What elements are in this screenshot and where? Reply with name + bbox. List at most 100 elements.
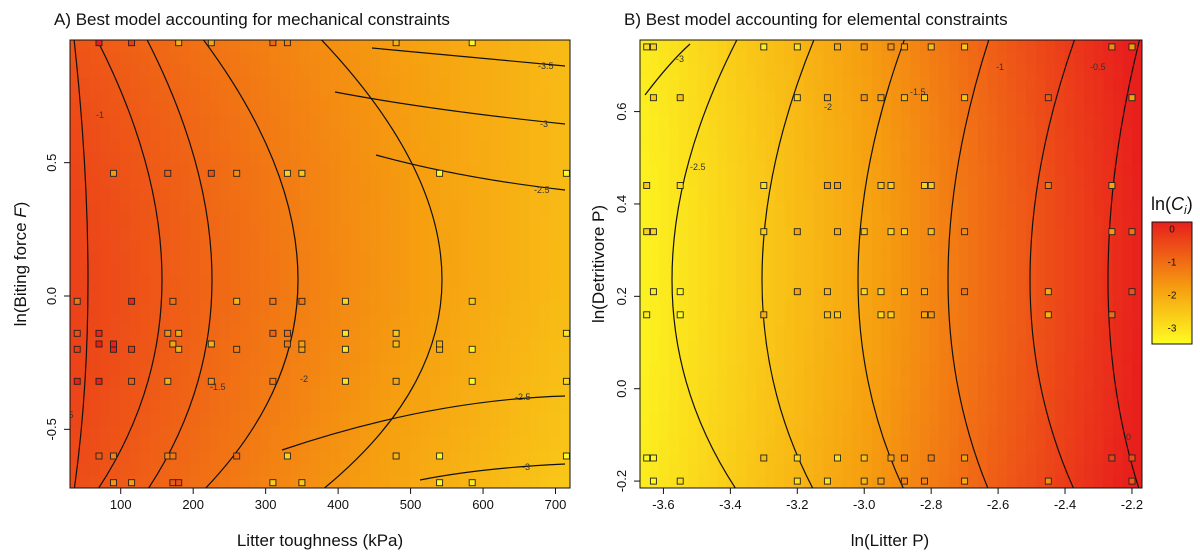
- heat-cell: [370, 463, 381, 477]
- heat-cell: [170, 351, 181, 365]
- heat-cell: [968, 139, 979, 153]
- heat-cell: [1074, 251, 1085, 265]
- heat-cell: [1035, 351, 1047, 365]
- heat-cell: [190, 239, 201, 253]
- heat-cell: [862, 388, 873, 402]
- heat-cell: [460, 164, 471, 178]
- heat-cell: [380, 226, 391, 240]
- heat-cell: [270, 313, 281, 327]
- data-point: [436, 340, 444, 348]
- heat-cell: [726, 164, 738, 178]
- heat-cell: [881, 450, 892, 464]
- heat-cell: [470, 288, 481, 302]
- heat-cell: [320, 475, 331, 488]
- heat-cell: [220, 189, 231, 203]
- heat-cell: [110, 264, 121, 278]
- heat-cell: [784, 363, 796, 377]
- heat-cell: [659, 276, 670, 290]
- heat-cell: [929, 413, 940, 427]
- heat-cell: [804, 77, 815, 91]
- heat-cell: [1045, 251, 1056, 265]
- heat-cell: [929, 301, 940, 315]
- heat-cell: [717, 413, 728, 427]
- heat-cell: [400, 288, 411, 302]
- heat-cell: [640, 201, 651, 215]
- heat-cell: [130, 450, 141, 464]
- heat-cell: [190, 189, 201, 203]
- heat-cell: [678, 463, 689, 477]
- heat-cell: [939, 77, 950, 91]
- heat-cell: [794, 388, 805, 402]
- heat-cell: [891, 326, 902, 340]
- heat-cell: [240, 114, 251, 128]
- heat-cell: [200, 450, 211, 464]
- heat-cell: [765, 413, 776, 427]
- heat-cell: [470, 400, 481, 414]
- heat-cell: [958, 438, 969, 452]
- heat-cell: [230, 139, 241, 153]
- heat-cell: [370, 52, 381, 66]
- heat-cell: [510, 52, 521, 66]
- heat-cell: [510, 152, 521, 166]
- heat-cell: [929, 288, 940, 302]
- heat-cell: [842, 77, 853, 91]
- heat-cell: [1113, 301, 1124, 315]
- heat-cell: [280, 139, 291, 153]
- data-point: [834, 228, 841, 236]
- heat-cell: [190, 363, 201, 377]
- heat-cell: [688, 450, 699, 464]
- heat-cell: [170, 438, 181, 452]
- heat-cell: [910, 139, 921, 153]
- heat-cell: [659, 376, 670, 390]
- heat-cell: [987, 313, 998, 327]
- heat-cell: [717, 152, 728, 166]
- heat-cell: [120, 425, 131, 439]
- heat-cell: [736, 326, 747, 340]
- heat-cell: [210, 351, 221, 365]
- heat-cell: [1084, 301, 1095, 315]
- x-tick-label: -2.4: [1054, 497, 1076, 512]
- heat-cell: [100, 189, 111, 203]
- heat-cell: [350, 264, 361, 278]
- heat-cell: [649, 52, 660, 66]
- heat-cell: [968, 264, 979, 278]
- heat-cell: [200, 114, 211, 128]
- heat-cell: [520, 288, 531, 302]
- heat-cell: [804, 326, 815, 340]
- heat-cell: [784, 89, 796, 103]
- heat-cell: [550, 164, 561, 178]
- heat-cell: [330, 326, 341, 340]
- heat-cell: [410, 226, 421, 240]
- heat-cell: [230, 201, 241, 215]
- heat-cell: [440, 102, 451, 116]
- heat-cell: [160, 89, 171, 103]
- heat-cell: [891, 338, 902, 352]
- heat-cell: [110, 400, 121, 414]
- heat-cell: [862, 152, 873, 166]
- heat-cell: [794, 264, 805, 278]
- heat-cell: [997, 438, 1008, 452]
- heat-cell: [470, 264, 481, 278]
- heat-cell: [717, 438, 728, 452]
- data-point: [1128, 94, 1136, 102]
- heat-cell: [842, 201, 853, 215]
- heat-cell: [1035, 77, 1047, 91]
- heat-cell: [280, 264, 291, 278]
- heat-cell: [1045, 139, 1056, 153]
- heat-cell: [370, 450, 381, 464]
- heat-cell: [1122, 264, 1133, 278]
- data-point: [233, 297, 241, 305]
- heat-cell: [987, 114, 998, 128]
- heat-cell: [929, 102, 940, 116]
- heat-cell: [240, 214, 251, 228]
- heat-cell: [470, 450, 481, 464]
- heat-cell: [480, 201, 491, 215]
- heat-cell: [210, 214, 221, 228]
- data-point: [649, 43, 657, 51]
- heat-cell: [997, 413, 1008, 427]
- heat-cell: [1016, 201, 1027, 215]
- heat-cell: [1055, 52, 1066, 66]
- heat-cell: [390, 114, 401, 128]
- heat-cell: [977, 326, 989, 340]
- heat-cell: [958, 251, 969, 265]
